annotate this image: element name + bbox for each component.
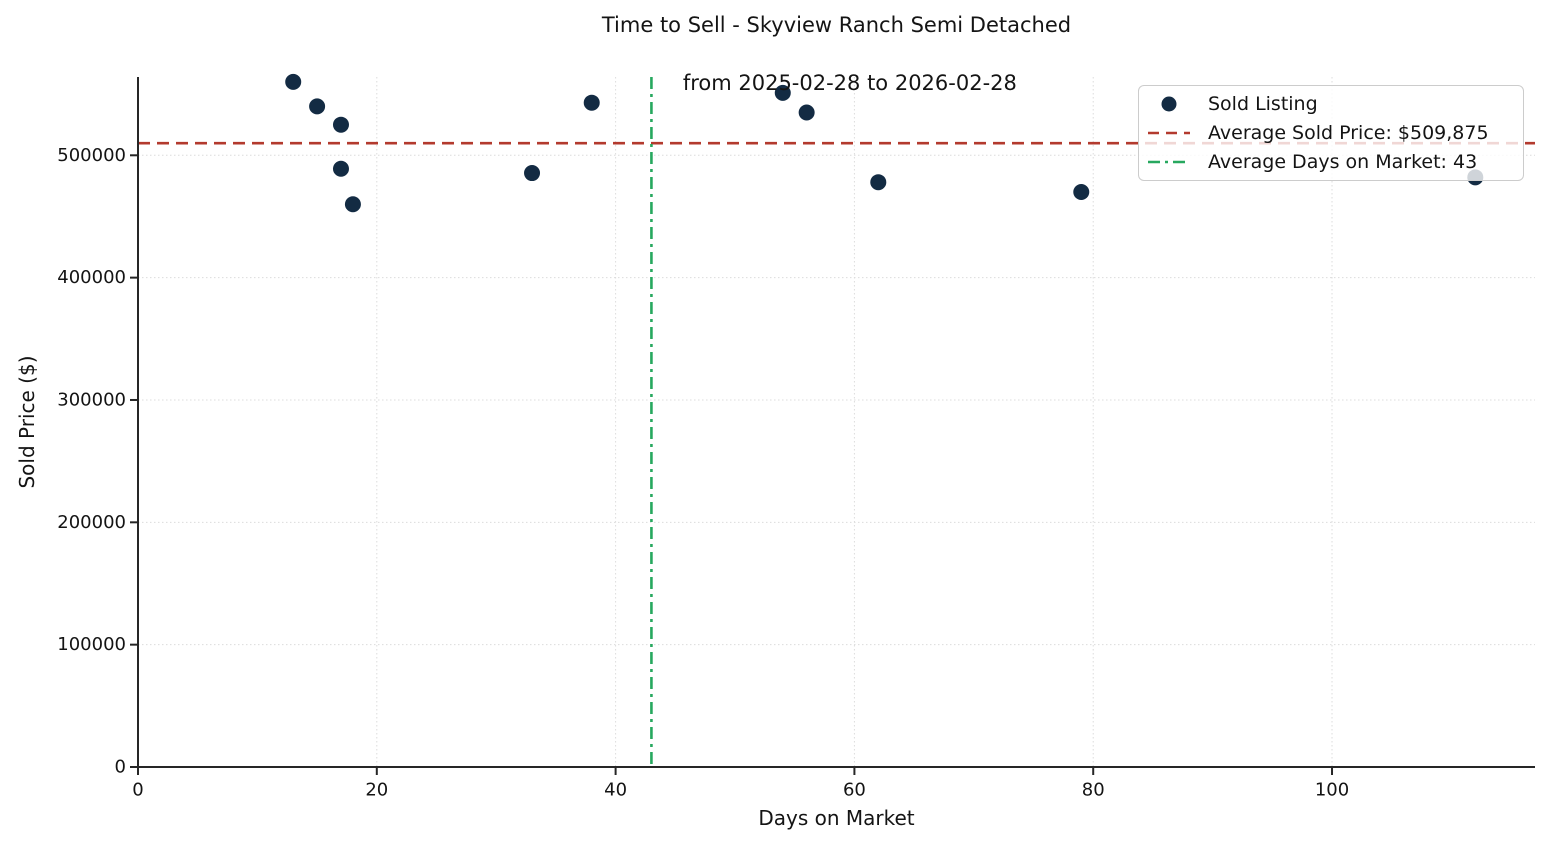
x-tick-label: 0 [132, 780, 143, 801]
x-tick-label: 80 [1082, 780, 1105, 801]
legend-item-sold-listing: Sold Listing [1146, 90, 1513, 118]
y-tick-label: 400000 [57, 267, 126, 288]
x-tick-label: 100 [1315, 780, 1349, 801]
legend: Sold Listing Average Sold Price: $509,87… [1138, 85, 1524, 181]
legend-item-average-days: Average Days on Market: 43 [1146, 148, 1513, 176]
scatter-point [309, 98, 326, 115]
chart-title-line1: Time to Sell - Skyview Ranch Semi Detach… [601, 13, 1072, 37]
chart-title-line2: from 2025-02-28 to 2026-02-28 [682, 71, 1017, 95]
y-tick-label: 100000 [57, 634, 126, 655]
y-tick-label: 500000 [57, 145, 126, 166]
scatter-point [798, 104, 815, 121]
legend-item-average-sold-price: Average Sold Price: $509,875 [1146, 119, 1513, 147]
scatter-point [583, 94, 600, 111]
x-tick-label: 60 [843, 780, 866, 801]
scatter-point [332, 116, 349, 133]
scatter-point [332, 160, 349, 177]
scatter-point [1073, 184, 1090, 200]
scatter-point [344, 196, 361, 213]
x-tick-label: 40 [604, 780, 627, 801]
x-tick-label: 20 [365, 780, 388, 801]
scatter-point [285, 73, 302, 90]
y-axis-label: Sold Price ($) [15, 355, 39, 489]
legend-label-sold-listing: Sold Listing [1208, 93, 1318, 115]
y-tick-label: 0 [115, 757, 126, 778]
scatter-point [774, 84, 791, 101]
legend-label-average-sold-price: Average Sold Price: $509,875 [1208, 122, 1489, 144]
y-tick-label: 200000 [57, 512, 126, 533]
y-tick-label: 300000 [57, 389, 126, 410]
scatter-point [870, 174, 887, 191]
chart-title: Time to Sell - Skyview Ranch Semi Detach… [138, 11, 1535, 127]
sold-listing-dot-icon [1161, 96, 1177, 112]
avg-days-dashdot-line-icon [1148, 160, 1190, 164]
avg-price-dashed-line-icon [1148, 131, 1190, 135]
legend-label-average-days: Average Days on Market: 43 [1208, 151, 1478, 173]
scatter-point [524, 165, 541, 182]
x-axis-label: Days on Market [758, 806, 915, 830]
